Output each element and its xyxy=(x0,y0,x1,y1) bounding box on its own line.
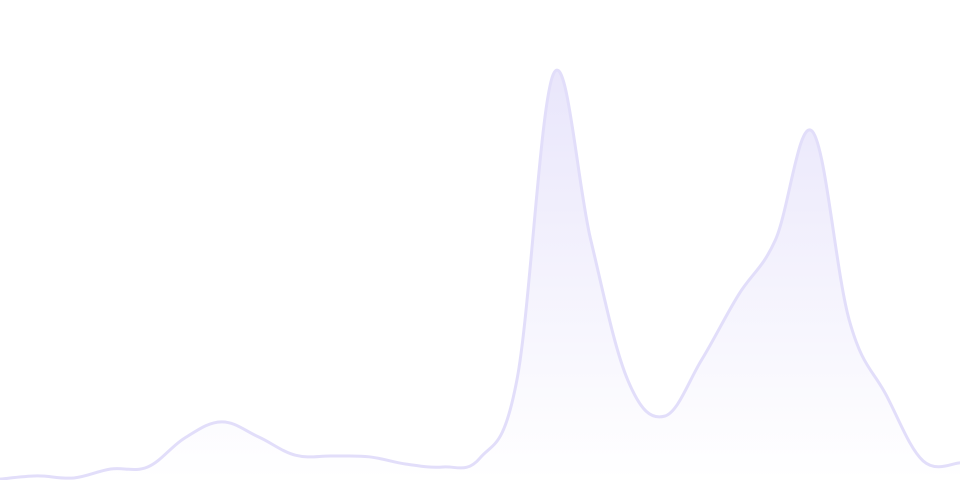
series-area xyxy=(0,70,960,480)
series-line xyxy=(0,68,960,480)
